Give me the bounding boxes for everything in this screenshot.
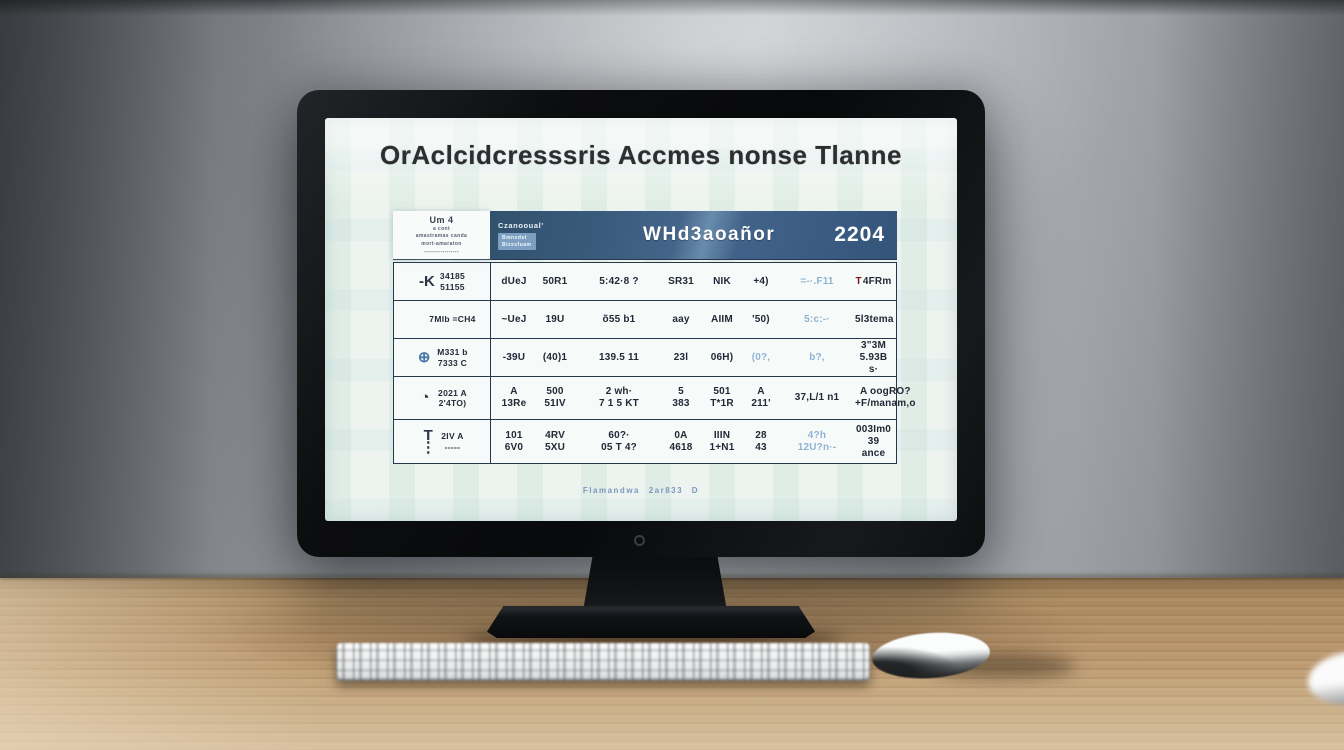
row-label: 34185 51155 bbox=[439, 271, 466, 292]
table-cell: A oogRO? +F/manam,o bbox=[855, 386, 916, 409]
table-body: -K 34185 51155 dUeJ 50R1 5:42·8 ? SR31 NIK +4) =… bbox=[393, 263, 915, 464]
table-cell: 4RV 5XU bbox=[544, 429, 566, 453]
table-cell: AIIM bbox=[711, 313, 733, 325]
page-title: OrAclcidcresssris Accmes nonse Tlanne bbox=[380, 140, 902, 170]
table-cell: 37,L/1 n1 bbox=[794, 392, 840, 403]
table-header-bar: Czanooual' Bmnxdst Blzxxfuam WHd3aoañor … bbox=[490, 211, 897, 259]
badge-line: Bmnxdst bbox=[502, 234, 527, 241]
row-label: M331 b 7333 C bbox=[437, 347, 468, 368]
monitor-screen: OrAclcidcresssris Accmes nonse Tlanne Um… bbox=[325, 118, 957, 521]
table-cell: b?, bbox=[809, 351, 825, 363]
globe-icon: ⊕ bbox=[417, 348, 431, 366]
row-label: 2IV A ----- bbox=[441, 431, 464, 452]
header-brand: Czanooual' bbox=[498, 220, 544, 230]
corner-subline: ----------------- bbox=[423, 248, 460, 255]
table-cell: õ55 b1 bbox=[602, 313, 636, 325]
table-header: Um 4 a cont amastramas canda mort-amarat… bbox=[393, 211, 897, 263]
table-cell: 2 wh· 7 1 5 KT bbox=[599, 386, 639, 409]
badge-line: Blzxxfuam bbox=[502, 241, 532, 248]
table-cell: '50) bbox=[752, 313, 770, 325]
table-cell: 139.5 11 bbox=[599, 351, 639, 363]
table-cell: 60?· 05 T 4? bbox=[601, 429, 637, 453]
table-cell: A 13Re bbox=[501, 386, 527, 409]
table-row: -K 34185 51155 dUeJ 50R1 5:42·8 ? SR31 NIK +4) =… bbox=[394, 263, 896, 301]
tally-mark-icon: -K bbox=[419, 272, 435, 290]
table-year: 2204 bbox=[834, 223, 885, 246]
table-cell: 23l bbox=[673, 351, 689, 363]
corner-heading: Um 4 bbox=[429, 214, 454, 225]
row-header-cell: 7Mlb =CH4 bbox=[394, 301, 491, 338]
row-header-cell: T ⋮ 2IV A ----- bbox=[394, 420, 491, 463]
table-cell: 28 43 bbox=[755, 429, 767, 453]
table-cell: NIK bbox=[713, 275, 731, 287]
table-cell: 5:42·8 ? bbox=[599, 275, 639, 287]
table-cell: =-·.F11 bbox=[800, 275, 834, 287]
row-label: 7Mlb =CH4 bbox=[429, 314, 476, 325]
row-header-cell: ◔ 2021 A 2'4TO) bbox=[394, 377, 491, 419]
table-cell: 501 T*1R bbox=[710, 386, 734, 409]
table-cell: 19U bbox=[545, 313, 565, 325]
table-cell: ~UeJ bbox=[501, 313, 527, 325]
table-cell: T4FRm bbox=[855, 275, 892, 287]
table-cell: 4?h 12U?n·- bbox=[797, 429, 837, 453]
table-cell: dUeJ bbox=[501, 275, 527, 287]
table-cell: 500 51IV bbox=[544, 386, 566, 409]
row-header-cell: ⊕ M331 b 7333 C bbox=[394, 339, 491, 376]
table-cell: 101 6V0 bbox=[504, 429, 524, 453]
table-corner-cell: Um 4 a cont amastramas canda mort-amarat… bbox=[393, 211, 490, 259]
corner-subline: amastramas canda bbox=[415, 233, 468, 240]
table-cell: A 211' bbox=[751, 386, 771, 409]
table-cell: 5:c:-· bbox=[804, 313, 830, 325]
monitor-stand-neck bbox=[583, 553, 727, 611]
table-cell: 3"3M 5.93B s· bbox=[859, 339, 888, 375]
thermometer-icon: T ⋮ bbox=[420, 426, 436, 456]
keyboard bbox=[336, 643, 870, 681]
table-cell: 5l3tema bbox=[855, 313, 894, 325]
document-table: Um 4 a cont amastramas canda mort-amarat… bbox=[393, 211, 915, 464]
table-title: WHd3aoañor bbox=[643, 224, 776, 245]
header-brand-block: Czanooual' Bmnxdst Blzxxfuam bbox=[498, 221, 584, 250]
table-cell: 50R1 bbox=[542, 275, 568, 287]
footer-note: Flamandwa 2ar833 D bbox=[582, 486, 700, 495]
table-cell: +4) bbox=[753, 275, 769, 287]
table-cell: (0?, bbox=[751, 351, 771, 363]
table-cell: IIIN 1+N1 bbox=[709, 429, 735, 453]
table-cell: 0A 4618 bbox=[669, 429, 693, 453]
table-row: T ⋮ 2IV A ----- 101 6V0 4RV 5XU 60?· 05 T 4?… bbox=[394, 420, 896, 463]
table-cell: SR31 bbox=[668, 275, 694, 287]
table-cell: aay bbox=[672, 313, 690, 325]
table-row: ⊕ M331 b 7333 C -39U (40)1 139.5 11 23l 06H) (0… bbox=[394, 339, 896, 377]
table-cell: 5 383 bbox=[672, 386, 690, 409]
table-row: 7Mlb =CH4 ~UeJ 19U õ55 b1 aay AIIM '50) 5:c:-· 5… bbox=[394, 301, 896, 339]
clock-icon: ◔ bbox=[420, 389, 430, 406]
corner-subline: mort-amaraton bbox=[421, 241, 462, 247]
table-cell: (40)1 bbox=[542, 351, 568, 363]
monitor: OrAclcidcresssris Accmes nonse Tlanne Um… bbox=[297, 90, 985, 557]
row-label: 2021 A 2'4TO) bbox=[438, 387, 467, 408]
monitor-logo-ring-icon bbox=[634, 535, 645, 546]
table-cell: -39U bbox=[502, 351, 526, 363]
table-cell: 003Im0 39 ance bbox=[855, 423, 892, 459]
table-row: ◔ 2021 A 2'4TO) A 13Re 500 51IV 2 wh· 7 1 5 … bbox=[394, 377, 915, 420]
monitor-stand-base bbox=[487, 606, 815, 638]
row-header-cell: -K 34185 51155 bbox=[394, 263, 491, 300]
corner-subline: a cont bbox=[432, 225, 451, 232]
red-pin-icon: T bbox=[855, 275, 862, 287]
table-cell: 06H) bbox=[710, 351, 734, 363]
header-badge: Bmnxdst Blzxxfuam bbox=[498, 232, 536, 250]
